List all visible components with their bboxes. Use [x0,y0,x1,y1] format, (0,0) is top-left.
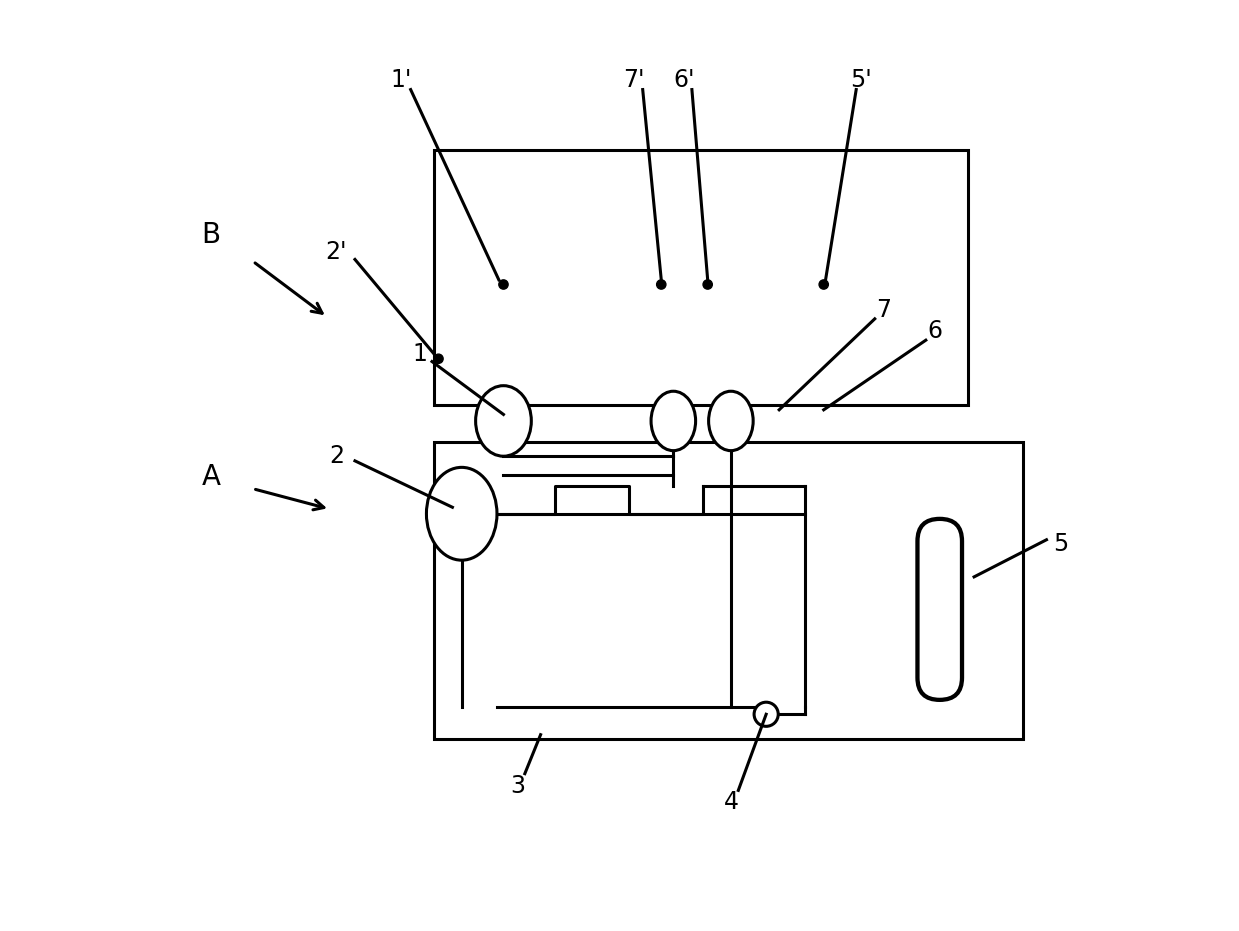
Text: 1: 1 [413,342,427,366]
Ellipse shape [426,467,497,560]
Circle shape [434,354,444,363]
Circle shape [819,280,829,290]
Ellipse shape [476,385,532,456]
Text: 5: 5 [1053,533,1068,557]
FancyBboxPatch shape [917,519,961,700]
Text: 4: 4 [724,789,738,814]
Text: 6: 6 [928,319,943,343]
Circle shape [657,280,665,290]
Text: 7: 7 [876,298,892,321]
Circle shape [703,280,712,290]
Text: 6': 6' [674,68,695,92]
Text: 3: 3 [510,774,525,798]
Text: B: B [202,222,221,250]
Text: 7': 7' [623,68,644,92]
Bar [434,442,1023,739]
Text: 1': 1' [390,68,413,92]
Ellipse shape [709,391,753,451]
Text: 2: 2 [328,444,344,468]
Bar [434,150,968,405]
Ellipse shape [650,391,695,451]
Text: A: A [202,463,221,491]
Circle shape [755,702,778,726]
Text: 5': 5' [850,68,872,92]
Circle shape [499,280,508,290]
Text: 2': 2' [326,240,347,264]
